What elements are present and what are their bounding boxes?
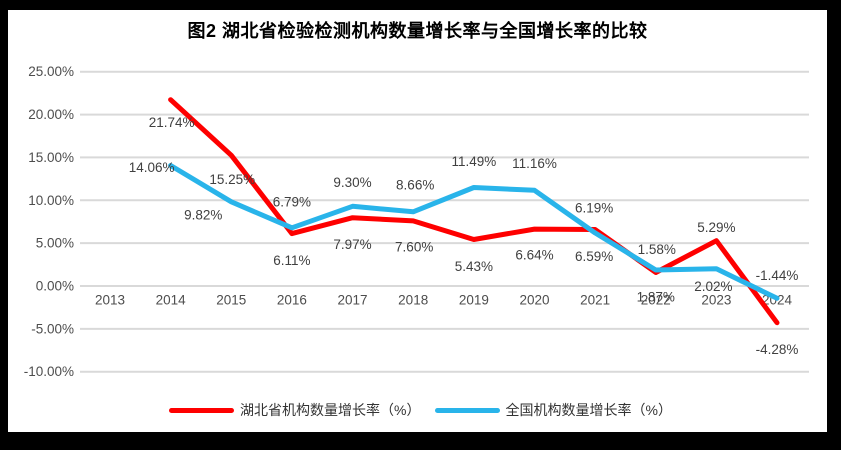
- y-axis-tick-label: 10.00%: [28, 193, 74, 208]
- data-label: 6.11%: [273, 253, 310, 268]
- data-label: 11.16%: [512, 156, 557, 171]
- data-label: 14.06%: [129, 160, 175, 175]
- y-axis-tick-label: 25.00%: [28, 64, 74, 79]
- legend-label: 湖北省机构数量增长率（%）: [240, 402, 421, 418]
- x-axis-tick-label: 2018: [398, 293, 428, 308]
- data-label: 6.79%: [273, 194, 311, 209]
- y-axis-tick-label: -10.00%: [24, 364, 74, 379]
- y-axis-tick-label: 20.00%: [28, 107, 74, 122]
- x-axis-tick-label: 2023: [701, 293, 731, 308]
- data-label: 9.82%: [184, 207, 222, 222]
- legend: 湖北省机构数量增长率（%） 全国机构数量增长率（%）: [0, 399, 841, 421]
- data-label: 6.19%: [575, 200, 613, 215]
- data-label: 9.30%: [333, 175, 371, 190]
- data-label: 2.02%: [694, 279, 732, 294]
- legend-item: 湖北省机构数量增长率（%）: [169, 400, 421, 420]
- data-label: 7.97%: [333, 237, 371, 252]
- series-line-hubei: [168, 97, 780, 326]
- x-axis-tick-label: 2016: [277, 293, 307, 308]
- y-axis-tick-label: 0.00%: [36, 279, 74, 294]
- y-axis-tick-label: -5.00%: [31, 321, 74, 336]
- legend-line-swatch: [434, 407, 500, 413]
- x-axis-tick-label: 2021: [580, 293, 610, 308]
- data-label: 15.25%: [209, 172, 255, 187]
- data-label: 8.66%: [396, 177, 434, 192]
- data-label: 5.29%: [697, 220, 735, 235]
- data-label: 6.59%: [575, 249, 613, 264]
- x-axis-tick-label: 2022: [641, 293, 671, 308]
- data-label: 6.64%: [515, 248, 553, 263]
- x-axis-tick-label: 2013: [95, 293, 125, 308]
- chart-title: 图2 湖北省检验检测机构数量增长率与全国增长率的比较: [187, 21, 648, 41]
- data-label: 5.43%: [455, 259, 493, 274]
- data-label: 21.74%: [149, 115, 195, 130]
- x-axis-tick-label: 2014: [156, 293, 187, 308]
- y-axis-tick-label: 15.00%: [28, 150, 74, 165]
- legend-item: 全国机构数量增长率（%）: [434, 400, 672, 420]
- data-label: 7.60%: [395, 239, 433, 254]
- data-label: -1.44%: [756, 268, 799, 283]
- data-label: 1.87%: [637, 289, 675, 304]
- y-axis-tick-label: 5.00%: [36, 236, 74, 251]
- x-axis-tick-label: 2019: [459, 293, 489, 308]
- legend-label: 全国机构数量增长率（%）: [505, 402, 672, 418]
- legend-line-swatch: [169, 407, 235, 413]
- data-label: 1.58%: [638, 242, 676, 257]
- x-axis-tick-label: 2020: [519, 293, 549, 308]
- data-label: 11.49%: [451, 154, 496, 169]
- x-axis-tick-label: 2015: [216, 293, 246, 308]
- x-axis-tick-label: 2017: [338, 293, 368, 308]
- series-line-national: [168, 163, 780, 301]
- data-label: -4.28%: [756, 342, 799, 357]
